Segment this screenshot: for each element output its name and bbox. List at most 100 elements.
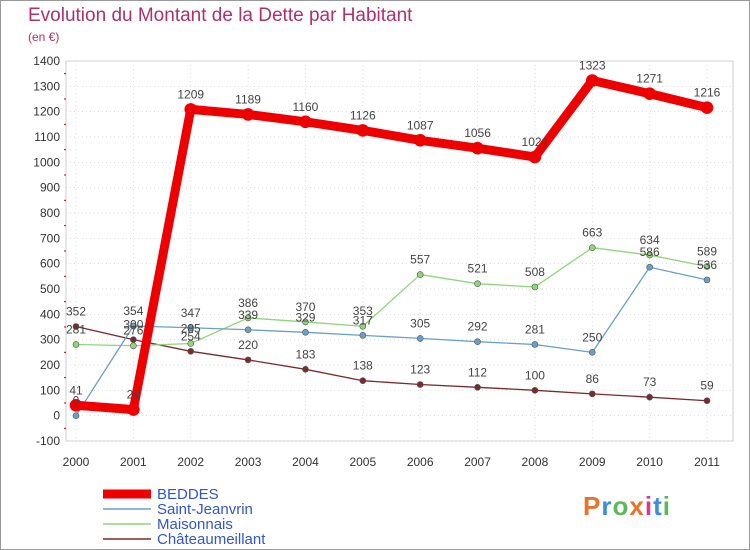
logo-letter: i: [644, 491, 654, 521]
y-tick-label: 0: [53, 409, 60, 423]
series-point: [302, 329, 309, 336]
series-point: [646, 251, 653, 259]
data-label: 1160: [293, 100, 319, 114]
data-label: 281: [66, 322, 86, 336]
legend-label: Maisonnais: [157, 516, 233, 533]
data-label: 305: [410, 316, 430, 330]
data-label: 1189: [235, 92, 261, 106]
proxiti-logo: Proxiti: [583, 491, 671, 522]
data-label: 634: [640, 233, 660, 247]
data-label: 1209: [177, 87, 204, 101]
series-point: [474, 280, 481, 287]
series-point: [356, 124, 370, 137]
data-label: 352: [66, 304, 86, 318]
data-label: 1126: [350, 108, 376, 122]
data-label: 339: [238, 308, 258, 322]
series-point: [474, 338, 481, 345]
y-tick-label: 600: [40, 257, 60, 271]
x-tick-label: 2004: [292, 455, 319, 469]
data-label: 586: [640, 245, 660, 259]
series-point: [299, 115, 312, 129]
series-point: [302, 366, 309, 373]
series-point: [187, 348, 195, 355]
logo-letter: r: [601, 491, 613, 521]
legend-label: Châteaumeillant: [157, 531, 266, 548]
data-label: 370: [295, 300, 315, 314]
data-label: 276: [123, 324, 143, 338]
data-label: 281: [525, 322, 545, 336]
data-label: 1021: [522, 135, 549, 149]
data-label: 0: [73, 394, 80, 408]
series-point: [588, 349, 596, 356]
series-point: [531, 387, 539, 394]
series-point: [187, 324, 195, 332]
x-tick-label: 2005: [349, 455, 376, 469]
series-point: [359, 322, 367, 330]
series-point: [130, 322, 137, 330]
data-label: 100: [525, 368, 545, 382]
logo-letter: o: [612, 491, 630, 521]
data-label: 1323: [579, 59, 606, 73]
series-point: [302, 318, 309, 326]
series-point: [413, 133, 427, 147]
series-point: [528, 150, 542, 164]
data-label: 183: [295, 347, 315, 361]
data-label: 86: [586, 372, 600, 386]
y-tick-label: 1200: [33, 105, 60, 119]
data-label: 220: [238, 338, 258, 352]
series-point: [187, 340, 195, 347]
data-label: 317: [353, 313, 373, 327]
x-tick-label: 2003: [235, 455, 262, 469]
y-tick-label: -100: [36, 434, 60, 448]
data-label: 138: [353, 359, 373, 373]
series-point: [703, 276, 711, 284]
data-label: 589: [697, 244, 717, 258]
y-tick-label: 500: [40, 282, 60, 296]
data-label: 254: [181, 329, 201, 343]
series-point: [531, 283, 539, 291]
y-tick-label: 1400: [33, 54, 60, 68]
data-label: 59: [700, 379, 714, 393]
data-label: 521: [468, 262, 488, 276]
series-point: [184, 103, 198, 116]
series-point: [474, 383, 481, 391]
data-label: 1216: [694, 86, 721, 100]
logo-letter: t: [653, 491, 663, 521]
data-label: 536: [697, 258, 717, 272]
y-tick-label: 300: [40, 333, 60, 347]
data-label: 41: [69, 383, 83, 397]
series-point: [416, 335, 424, 342]
data-label: 329: [295, 310, 315, 324]
series-point: [72, 323, 80, 330]
series-point: [72, 412, 80, 419]
x-tick-label: 2006: [407, 455, 434, 469]
x-tick-label: 2011: [694, 455, 720, 469]
data-label: 1271: [636, 72, 663, 86]
x-tick-label: 2009: [579, 455, 606, 469]
series-line: [71, 76, 712, 415]
data-label: 285: [181, 321, 201, 335]
series-point: [69, 398, 83, 412]
series-point: [646, 263, 653, 271]
x-tick-label: 2001: [120, 455, 147, 469]
series-line: [75, 325, 708, 402]
data-label: 112: [468, 365, 487, 379]
data-label: 300: [123, 318, 143, 332]
series-point: [241, 108, 255, 121]
series-point: [588, 390, 596, 398]
series-point: [416, 381, 424, 388]
data-label: 1056: [464, 126, 491, 140]
chart-title: Evolution du Montant de la Dette par Hab…: [28, 5, 413, 26]
data-label: 123: [410, 363, 430, 377]
data-label: 347: [181, 306, 201, 320]
x-tick-label: 2007: [464, 455, 491, 469]
series-point: [244, 326, 252, 334]
series-point: [585, 74, 599, 87]
data-label: 24: [127, 388, 141, 402]
x-tick-label: 2000: [63, 455, 90, 469]
series-point: [244, 314, 252, 322]
y-tick-label: 900: [40, 181, 60, 195]
series-point: [646, 393, 653, 401]
series-point: [127, 403, 140, 416]
